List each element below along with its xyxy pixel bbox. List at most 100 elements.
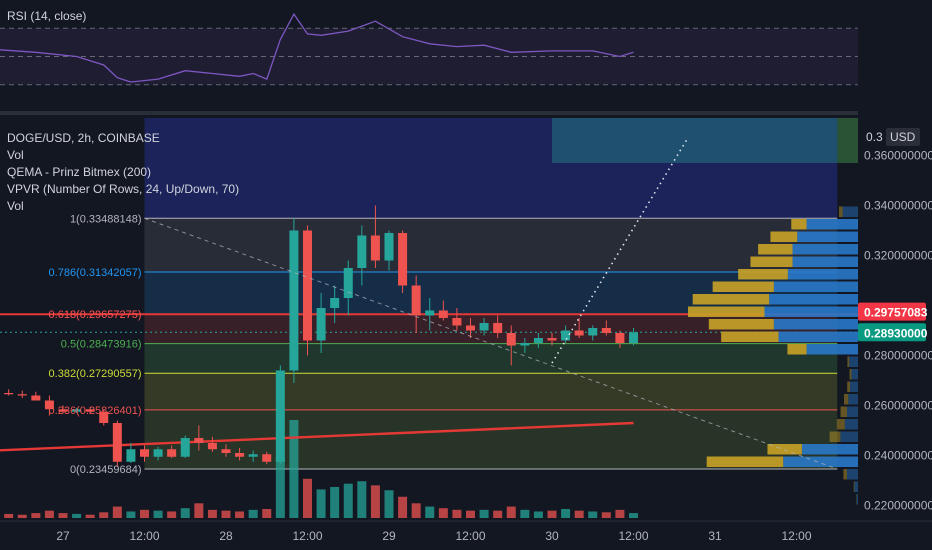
volume-profile-row-down bbox=[839, 206, 843, 217]
candle bbox=[31, 391, 41, 401]
fib-label-1: 1(0.33488148) bbox=[70, 213, 142, 225]
fib-zone-0.382 bbox=[144, 373, 838, 410]
legend-item-qema[interactable]: QEMA - Prinz Bitmex (200) bbox=[7, 165, 152, 179]
volume-profile-row-down bbox=[770, 231, 798, 242]
candle-body bbox=[58, 409, 68, 412]
candle-body bbox=[615, 333, 625, 343]
volume-profile-row-up bbox=[769, 294, 858, 305]
candle bbox=[17, 390, 27, 398]
candle-body bbox=[411, 285, 421, 316]
time-tick-label: 12:00 bbox=[781, 529, 811, 543]
qema-line bbox=[0, 421, 634, 452]
qema-line bbox=[0, 421, 634, 452]
volume-profile bbox=[688, 206, 858, 505]
volume-profile-row-up bbox=[792, 244, 858, 255]
candle bbox=[466, 318, 475, 338]
volume-profile-row-down bbox=[787, 344, 807, 355]
volume-profile-row-up bbox=[801, 444, 858, 455]
candle-body bbox=[153, 449, 163, 457]
volume-profile-row-down bbox=[853, 481, 855, 492]
candle bbox=[44, 395, 54, 416]
fib-extension-zone bbox=[144, 118, 838, 219]
candle bbox=[194, 425, 204, 451]
fib-zone-0.5 bbox=[144, 343, 838, 374]
candle bbox=[58, 405, 68, 413]
candle-body bbox=[493, 323, 503, 333]
volume-profile-row-up bbox=[847, 406, 858, 417]
volume-bar bbox=[167, 511, 177, 518]
volume-profile-row-up bbox=[848, 394, 858, 405]
volume-bar bbox=[466, 510, 475, 518]
volume-profile-row-down bbox=[706, 456, 784, 467]
volume-bar bbox=[330, 486, 340, 518]
volume-bar bbox=[520, 509, 530, 518]
legend-item-vpvr[interactable]: VPVR (Number Of Rows, 24, Up/Down, 70) bbox=[7, 182, 240, 196]
candle-body bbox=[425, 310, 435, 316]
candle-body bbox=[207, 443, 217, 450]
price-axis[interactable]: 0.3 USD 0.360000000 0.340000000 0.320000000 0… bbox=[858, 0, 932, 550]
candle bbox=[629, 328, 638, 346]
candle-body bbox=[452, 318, 462, 326]
candle bbox=[140, 445, 149, 462]
volume-profile-row-up bbox=[778, 331, 858, 342]
price-badge-green-bg bbox=[858, 323, 926, 342]
candle-body bbox=[289, 230, 299, 371]
candle-body bbox=[221, 449, 231, 453]
time-axis[interactable]: 27 12:00 28 12:00 29 12:00 30 12:00 31 12:00 bbox=[0, 520, 932, 550]
volume-bar bbox=[574, 510, 584, 518]
volume-profile-row-down bbox=[688, 306, 765, 317]
candle bbox=[615, 330, 625, 348]
candle-body bbox=[588, 328, 598, 336]
fib-label-0.382: 0.382(0.27290557) bbox=[49, 368, 142, 380]
candle bbox=[235, 448, 245, 461]
candle-body bbox=[357, 235, 367, 268]
candle-body bbox=[303, 230, 312, 341]
volume-profile-row-down bbox=[738, 269, 788, 280]
time-tick-label: 29 bbox=[382, 529, 396, 543]
volume-bar bbox=[180, 508, 190, 518]
candle-body bbox=[72, 409, 82, 412]
fib-label-0.786: 0.786(0.31342057) bbox=[49, 267, 142, 279]
price-badge-red-bg bbox=[858, 302, 926, 321]
candle-body bbox=[343, 268, 353, 298]
candle-body bbox=[99, 411, 109, 423]
time-tick-label: 12:00 bbox=[292, 529, 322, 543]
candle-body bbox=[262, 454, 272, 462]
candle-body bbox=[316, 308, 326, 341]
candle-body bbox=[85, 409, 95, 412]
volume-bar bbox=[126, 511, 136, 518]
volume-profile-row-up bbox=[847, 469, 858, 480]
candle bbox=[72, 408, 82, 413]
symbol-title[interactable]: DOGE/USD, 2h, COINBASE bbox=[7, 131, 160, 145]
volume-profile-row-down bbox=[844, 394, 849, 405]
candle-body bbox=[479, 323, 489, 331]
candle-body bbox=[17, 394, 27, 396]
time-tick-label: 31 bbox=[708, 529, 722, 543]
candle bbox=[425, 298, 435, 331]
price-tick-label: 0.340000000 bbox=[864, 199, 932, 213]
rsi-indicator-label[interactable]: RSI (14, close) bbox=[7, 9, 87, 23]
volume-profile-row-down bbox=[750, 256, 793, 267]
volume-profile-row-up bbox=[840, 431, 858, 442]
legend-item-vol-2[interactable]: Vol bbox=[7, 199, 24, 213]
candlesticks[interactable] bbox=[0, 205, 638, 467]
time-tick-label: 12:00 bbox=[455, 529, 485, 543]
fib-label-0.618: 0.618(0.29657275) bbox=[49, 309, 142, 321]
volume-profile-row-up bbox=[849, 356, 858, 367]
candle-body bbox=[112, 423, 122, 462]
volume-bar bbox=[140, 509, 149, 518]
volume-profile-row-down bbox=[758, 244, 793, 255]
candle-body bbox=[561, 330, 571, 341]
volume-bar bbox=[384, 490, 394, 518]
volume-bar bbox=[44, 510, 54, 518]
candle bbox=[574, 318, 584, 338]
legend-item-vol[interactable]: Vol bbox=[7, 148, 24, 162]
volume-bar bbox=[615, 509, 625, 518]
candle-body bbox=[601, 328, 611, 333]
time-tick-label: 30 bbox=[545, 529, 559, 543]
price-axis-background bbox=[858, 0, 932, 550]
volume-bar bbox=[479, 509, 489, 518]
candle bbox=[275, 365, 285, 465]
volume-bar bbox=[398, 496, 408, 518]
